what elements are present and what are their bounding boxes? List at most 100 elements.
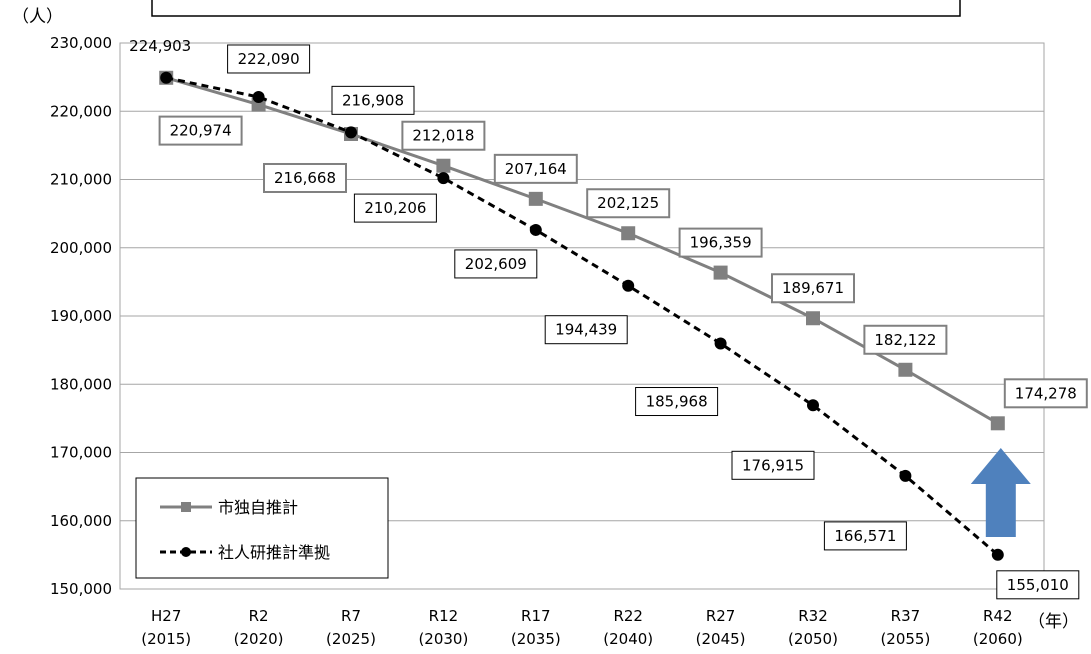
- data-point-square: [990, 416, 1005, 431]
- x-tick-era: R42: [983, 607, 1013, 625]
- x-tick-era: R7: [341, 607, 361, 625]
- data-label-box: [678, 227, 763, 258]
- data-point-circle: [991, 548, 1004, 561]
- data-label: 202,609: [465, 255, 527, 273]
- x-tick-year: (2050): [788, 630, 838, 648]
- x-tick-era: R37: [891, 607, 921, 625]
- y-tick-label: 180,000: [50, 375, 112, 393]
- legend-label-city-estimate: 市独自推計: [218, 498, 298, 517]
- series-line-1: [165, 76, 999, 556]
- data-point-square: [528, 191, 543, 206]
- legend-label-ipss-estimate: 社人研推計準拠: [218, 543, 330, 562]
- data-label-box: [863, 324, 948, 355]
- data-point-square: [436, 158, 451, 173]
- x-tick-year: (2015): [141, 630, 191, 648]
- data-label: 194,439: [555, 321, 617, 339]
- data-label: 176,915: [742, 456, 804, 474]
- data-point-circle: [622, 279, 635, 292]
- data-label-box: [263, 162, 347, 193]
- data-label-box: [493, 153, 578, 184]
- data-label-box: [353, 193, 437, 223]
- x-tick-era: R12: [429, 607, 459, 625]
- data-label: 166,571: [834, 527, 896, 545]
- x-tick-era: R27: [706, 607, 736, 625]
- data-label: 207,164: [505, 160, 567, 178]
- x-tick-era: R32: [798, 607, 828, 625]
- data-labels: 224,903 220,974 216,668 212,018 207,164 202,1…: [129, 37, 1088, 600]
- y-tick-label: 220,000: [50, 102, 112, 120]
- series-layer: [159, 70, 1005, 561]
- data-label: 224,903: [129, 37, 191, 55]
- y-axis-unit: （人）: [12, 7, 63, 27]
- data-point-circle: [160, 71, 173, 84]
- y-tick-label: 230,000: [50, 34, 112, 52]
- data-point-circle: [529, 223, 542, 236]
- x-tick-era: R17: [521, 607, 551, 625]
- data-label: 174,278: [1015, 384, 1077, 402]
- legend-marker-circle: [181, 547, 191, 557]
- data-label: 182,122: [874, 331, 936, 349]
- data-label-box: [331, 85, 415, 115]
- data-label-box: [586, 188, 671, 219]
- x-tick-era: R2: [249, 607, 269, 625]
- x-tick-year: (2030): [418, 630, 468, 648]
- y-tick-label: 160,000: [50, 512, 112, 530]
- data-label: 210,206: [364, 199, 426, 217]
- x-tick-year: (2040): [603, 630, 653, 648]
- data-point-circle: [807, 399, 819, 412]
- x-tick-era: H27: [151, 607, 181, 625]
- x-tick-year: (2025): [326, 630, 376, 648]
- data-point-circle: [714, 337, 727, 350]
- data-point-square: [621, 226, 636, 241]
- y-tick-label: 200,000: [50, 239, 112, 257]
- data-label-box: [731, 450, 815, 480]
- data-label-box: [454, 249, 538, 279]
- x-tick-year: (2060): [973, 630, 1023, 648]
- data-label: 220,974: [170, 122, 232, 140]
- data-label: 196,359: [690, 234, 752, 252]
- up-arrow: [970, 448, 1031, 537]
- series-line-0: [165, 76, 999, 425]
- data-label: 185,968: [646, 393, 708, 411]
- data-label-box: [823, 521, 907, 551]
- data-point-square: [806, 311, 820, 326]
- data-point-circle: [345, 126, 357, 139]
- data-point-circle: [437, 172, 450, 185]
- data-label: 216,908: [342, 91, 404, 109]
- data-point-circle: [252, 90, 265, 103]
- x-tick-year: (2045): [696, 630, 746, 648]
- data-label-box: [227, 44, 311, 74]
- data-label-box: [401, 120, 486, 151]
- data-label-box: [544, 315, 628, 345]
- data-label-box: [996, 570, 1080, 600]
- y-axis: 150,000 160,000 170,000 180,000 190,000 200,0…: [50, 34, 112, 598]
- y-tick-label: 170,000: [50, 444, 112, 462]
- x-axis-unit: （年）: [1028, 612, 1079, 632]
- data-label: 202,125: [597, 194, 659, 212]
- data-label: 216,668: [274, 169, 336, 187]
- legend-marker-square: [181, 502, 191, 512]
- chart-title-box: [151, 0, 961, 17]
- data-label-box: [1003, 378, 1088, 409]
- legend: 市独自推計 社人研推計準拠: [135, 477, 389, 579]
- y-tick-label: 210,000: [50, 171, 112, 189]
- data-label-box: [158, 115, 243, 146]
- increase-arrow: [970, 448, 1031, 537]
- data-label: 212,018: [412, 127, 474, 145]
- data-label: 189,671: [782, 279, 844, 297]
- x-tick-year: (2020): [234, 630, 284, 648]
- y-tick-label: 190,000: [50, 307, 112, 325]
- data-point-square: [713, 265, 728, 280]
- data-point-square: [898, 362, 913, 377]
- x-tick-year: (2055): [880, 630, 930, 648]
- x-tick-year: (2035): [511, 630, 561, 648]
- y-tick-label: 150,000: [50, 580, 112, 598]
- data-label-box: [771, 273, 855, 304]
- x-tick-era: R22: [613, 607, 643, 625]
- data-label: 222,090: [238, 50, 300, 68]
- data-label-box: [635, 387, 719, 417]
- data-label: 155,010: [1007, 576, 1069, 594]
- x-axis: H27 (2015) R2 (2020) R7 (2025) R12 (2030) R17 (20…: [141, 607, 1022, 648]
- data-point-circle: [899, 469, 912, 482]
